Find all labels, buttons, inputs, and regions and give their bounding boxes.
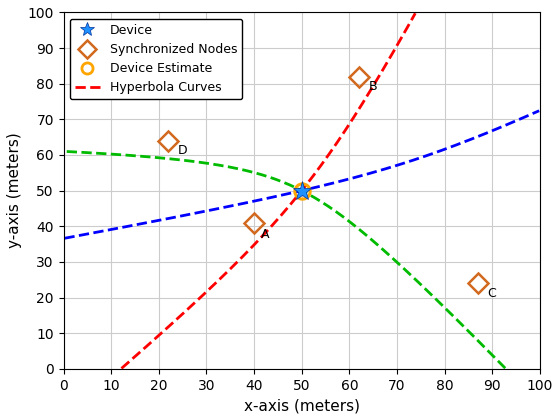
Text: D: D [178,144,188,157]
Text: A: A [262,228,270,241]
Text: C: C [487,287,496,300]
X-axis label: x-axis (meters): x-axis (meters) [244,398,360,413]
Text: B: B [368,80,377,93]
Legend: Device, Synchronized Nodes, Device Estimate, Hyperbola Curves: Device, Synchronized Nodes, Device Estim… [70,19,242,100]
Y-axis label: y-axis (meters): y-axis (meters) [7,133,22,249]
